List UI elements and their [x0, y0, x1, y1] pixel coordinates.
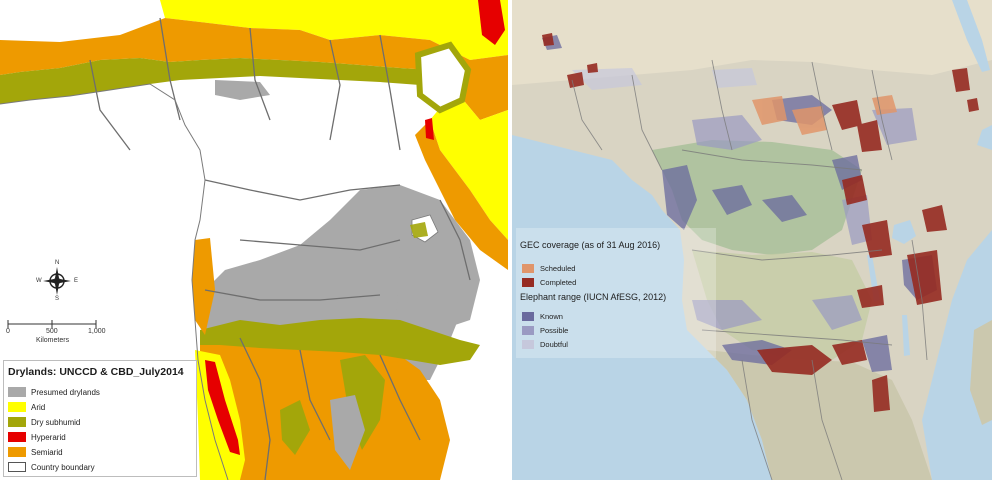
legend-swatch: [8, 432, 26, 442]
compass-e-label: E: [74, 278, 79, 284]
legend-item-presumed-drylands: Presumed drylands: [8, 385, 100, 399]
legend-swatch: [522, 277, 534, 287]
legend-swatch: [522, 311, 534, 321]
legend-item-completed: Completed: [522, 276, 576, 288]
elephant-map-legend: GEC coverage (as of 31 Aug 2016) Schedul…: [520, 230, 720, 358]
drylands-map-panel: N S W E 0 500 1,000 Kilometers Drylands:…: [0, 0, 508, 480]
madagascar-edge: [970, 320, 992, 425]
indian-ocean: [922, 230, 992, 480]
legend-item-known: Known: [522, 310, 563, 322]
legend-label: Hyperarid: [31, 432, 66, 442]
legend-item-hyperarid: Hyperarid: [8, 430, 66, 444]
legend-label: Arid: [31, 402, 46, 412]
highlands-white: [414, 41, 472, 114]
scale-tick-0: 0: [6, 328, 10, 335]
drylands-map: [0, 0, 508, 480]
legend-label: Scheduled: [540, 263, 576, 273]
legend-swatch: [8, 462, 26, 472]
scale-tick-500: 500: [46, 328, 58, 335]
elephant-range-doubtful: [572, 68, 757, 90]
horn-arid-zone: [430, 90, 508, 240]
legend-swatch: [8, 402, 26, 412]
hyperarid-spot-east: [425, 118, 434, 140]
arid-zone-north: [160, 0, 508, 60]
legend-label: Country boundary: [31, 462, 95, 472]
scale-bar: [7, 320, 97, 328]
dry-subhumid-belt-north: [0, 58, 440, 104]
elephant-range-map: [512, 0, 992, 480]
legend-item-country-boundary: Country boundary: [8, 460, 95, 474]
legend-label: Dry subhumid: [31, 417, 81, 427]
gec-legend-title: GEC coverage (as of 31 Aug 2016): [520, 240, 661, 250]
gulf-of-aden: [977, 125, 992, 150]
legend-swatch: [522, 339, 534, 349]
sahara-tone: [512, 0, 992, 85]
legend-swatch: [522, 263, 534, 273]
legend-label: Possible: [540, 325, 569, 335]
legend-label: Doubtful: [540, 339, 568, 349]
country-borders: [571, 59, 928, 480]
dry-subhumid-south: [200, 318, 480, 365]
legend-label: Presumed drylands: [31, 387, 100, 397]
dry-subhumid-spot: [410, 222, 428, 238]
legend-item-possible: Possible: [522, 324, 568, 336]
panel-divider: [508, 0, 512, 480]
scale-unit: Kilometers: [36, 337, 70, 344]
compass-s-label: S: [55, 296, 60, 302]
range-legend-title: Elephant range (IUCN AfESG, 2012): [520, 292, 667, 302]
legend-item-doubtful: Doubtful: [522, 338, 568, 350]
scale-tick-1000: 1,000: [88, 328, 106, 335]
horn-semiarid-zone: [415, 120, 508, 270]
red-sea: [952, 0, 990, 72]
drylands-legend: Drylands: UNCCD & CBD_July2014 Presumed …: [3, 360, 197, 477]
dry-subhumid-south-2: [340, 355, 385, 450]
hyperarid-red-sea: [478, 0, 505, 45]
compass-rose: [43, 267, 71, 295]
dry-subhumid-south-3: [280, 400, 310, 455]
hyperarid-namib: [205, 360, 240, 455]
legend-backdrop: [516, 228, 716, 358]
legend-title: Drylands: UNCCD & CBD_July2014: [8, 366, 184, 378]
lake-victoria: [892, 220, 916, 244]
compass-n-label: N: [55, 260, 60, 266]
gec-scheduled: [752, 95, 897, 135]
lake-malawi: [902, 315, 910, 356]
forest-zone: [652, 140, 862, 255]
legend-item-scheduled: Scheduled: [522, 262, 575, 274]
compass-w-label: W: [36, 278, 42, 284]
semiarid-west-coast: [192, 238, 215, 335]
legend-item-dry-subhumid: Dry subhumid: [8, 415, 80, 429]
legend-swatch: [8, 417, 26, 427]
presumed-dryland-south: [330, 395, 365, 470]
legend-label: Known: [540, 311, 563, 321]
legend-swatch: [8, 447, 26, 457]
legend-label: Completed: [540, 277, 577, 287]
legend-swatch: [8, 387, 26, 397]
semiarid-south: [200, 340, 450, 480]
elephant-map-panel: GEC coverage (as of 31 Aug 2016) Schedul…: [512, 0, 992, 480]
country-boundaries: [89, 17, 471, 480]
legend-item-semiarid: Semiarid: [8, 445, 63, 459]
legend-label: Semiarid: [31, 447, 63, 457]
legend-item-arid: Arid: [8, 400, 45, 414]
coastline: [0, 83, 229, 480]
legend-swatch: [522, 325, 534, 335]
